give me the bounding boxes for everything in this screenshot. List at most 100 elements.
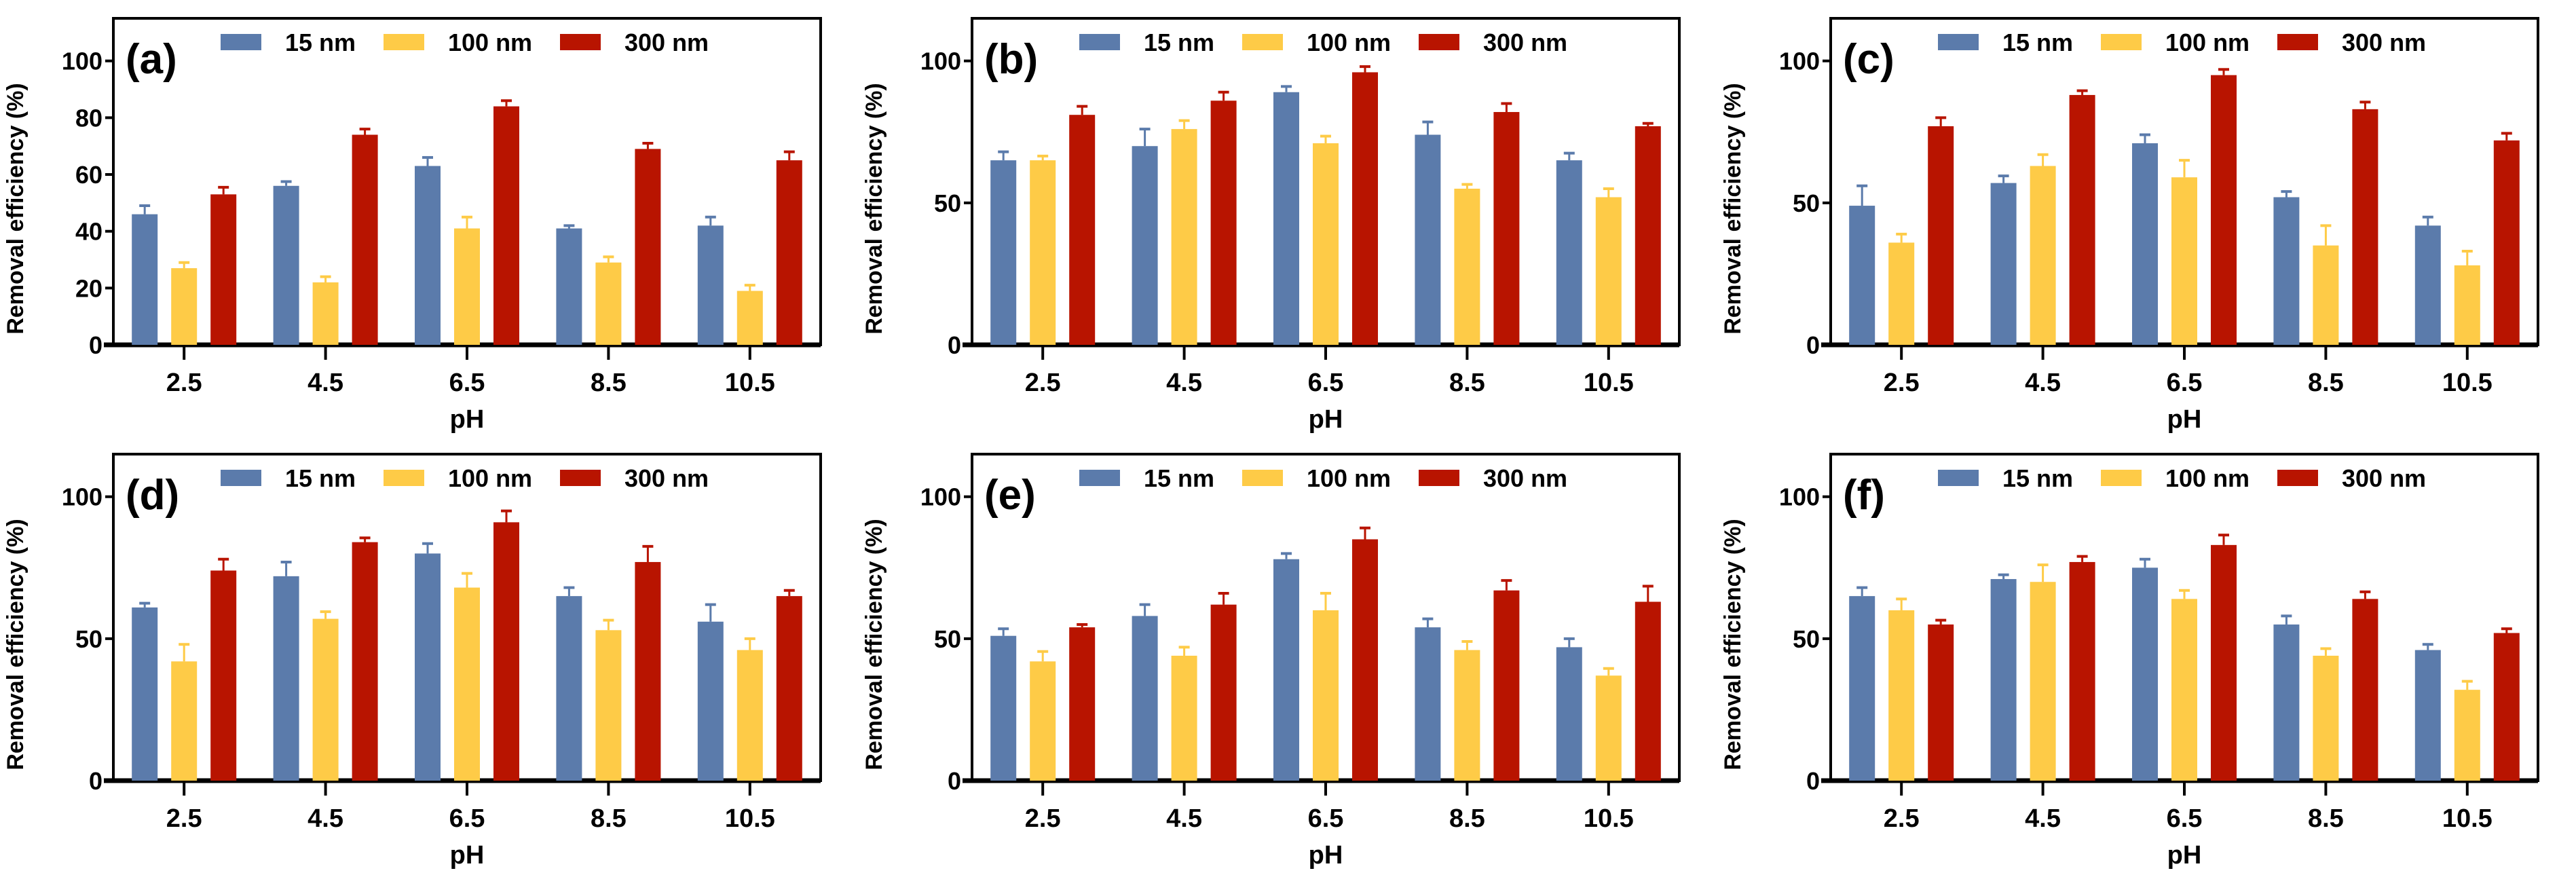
bar-300-nm — [352, 134, 378, 346]
legend-label: 300 nm — [2342, 29, 2426, 56]
x-tick-label: 2.5 — [1025, 804, 1061, 833]
bar-300-nm — [776, 160, 802, 345]
x-tick-label: 6.5 — [2167, 804, 2203, 833]
x-tick-label: 4.5 — [2025, 804, 2061, 833]
chart-panel-d: 0 50 100 Removal efficiency (%) 2.5 4.5 6.5 8.5… — [0, 436, 859, 872]
bar-15-nm — [2414, 225, 2441, 345]
bar-100-nm — [736, 291, 763, 345]
bar-100-nm — [736, 650, 763, 781]
chart-svg: 0 20 40 60 80 100 Removal efficiency (%) 2.5 4.5… — [3, 17, 822, 434]
bar-100-nm — [2171, 599, 2197, 781]
y-axis-label: Removal efficiency (%) — [3, 83, 29, 334]
bar-15-nm — [132, 607, 158, 781]
x-tick-label: 4.5 — [1166, 804, 1202, 833]
y-tick-label: 20 — [75, 274, 102, 302]
y-axis-label: Removal efficiency (%) — [3, 519, 29, 770]
y-tick-label: 100 — [1779, 483, 1820, 511]
x-tick-label: 6.5 — [449, 369, 485, 397]
bar-300-nm — [1069, 115, 1096, 346]
bar-15-nm — [697, 621, 724, 781]
bar-100-nm — [2454, 690, 2480, 781]
bar-300-nm — [2352, 599, 2378, 781]
x-tick-label: 4.5 — [307, 804, 343, 833]
bar-300-nm — [2211, 75, 2237, 346]
bar-15-nm — [1132, 146, 1158, 345]
legend-label: 100 nm — [1307, 464, 1391, 492]
x-tick-label: 4.5 — [307, 369, 343, 397]
bar-15-nm — [132, 214, 158, 345]
bar-15-nm — [1273, 92, 1299, 345]
x-tick-label: 10.5 — [725, 369, 775, 397]
y-tick-label: 80 — [75, 104, 102, 132]
bar-15-nm — [990, 635, 1017, 781]
y-tick-label: 0 — [1806, 331, 1820, 359]
x-tick-label: 2.5 — [1025, 369, 1061, 397]
bar-100-nm — [1171, 655, 1197, 781]
legend-label: 300 nm — [624, 29, 709, 56]
x-tick-label: 8.5 — [1449, 369, 1485, 397]
bar-15-nm — [1132, 616, 1158, 781]
bar-15-nm — [1415, 627, 1441, 781]
legend-swatch — [221, 34, 261, 50]
legend-label: 100 nm — [448, 464, 532, 492]
bar-100-nm — [312, 618, 339, 781]
bar-100-nm — [2313, 655, 2339, 781]
y-tick-label: 100 — [62, 48, 102, 75]
x-axis-label: pH — [2167, 405, 2202, 434]
legend-label: 15 nm — [285, 464, 356, 492]
bar-15-nm — [556, 596, 582, 781]
x-axis-label: pH — [1309, 405, 1343, 434]
y-axis-label: Removal efficiency (%) — [1720, 83, 1746, 334]
legend-label: 100 nm — [2165, 464, 2250, 492]
bar-300-nm — [1493, 590, 1520, 781]
legend-swatch — [560, 470, 601, 486]
x-tick-label: 4.5 — [2025, 369, 2061, 397]
y-tick-label: 0 — [89, 331, 102, 359]
bar-300-nm — [1635, 601, 1661, 781]
bar-100-nm — [2030, 582, 2056, 781]
y-tick-label: 40 — [75, 218, 102, 246]
x-tick-label: 8.5 — [2308, 804, 2344, 833]
bar-300-nm — [1069, 627, 1096, 781]
bar-15-nm — [1556, 647, 1582, 781]
y-tick-label: 50 — [75, 625, 102, 653]
legend-swatch — [2277, 470, 2318, 486]
x-tick-label: 6.5 — [2167, 369, 2203, 397]
legend-swatch — [560, 34, 601, 50]
bar-100-nm — [2454, 265, 2480, 345]
y-axis-label: Removal efficiency (%) — [861, 83, 887, 334]
chart-panel-c: 0 50 100 Removal efficiency (%) 2.5 4.5 6.5 8.5… — [1717, 0, 2576, 436]
legend-swatch — [2101, 470, 2142, 486]
legend-swatch — [1079, 470, 1120, 486]
legend-swatch — [2101, 34, 2142, 50]
legend-swatch — [384, 34, 424, 50]
bar-100-nm — [1454, 650, 1480, 781]
bar-100-nm — [1030, 160, 1056, 345]
bar-100-nm — [1595, 197, 1622, 345]
legend-label: 300 nm — [1483, 29, 1567, 56]
bar-15-nm — [990, 160, 1017, 345]
legend-label: 100 nm — [448, 29, 532, 56]
x-tick-label: 8.5 — [591, 369, 627, 397]
y-axis-label: Removal efficiency (%) — [1720, 519, 1746, 770]
y-tick-label: 50 — [1793, 625, 1820, 653]
chart-svg: 0 50 100 Removal efficiency (%) 2.5 4.5 6.5 8.5… — [861, 453, 1681, 870]
bar-300-nm — [635, 561, 661, 781]
bar-300-nm — [2352, 109, 2378, 345]
bar-100-nm — [2030, 166, 2056, 345]
y-tick-label: 100 — [920, 48, 961, 75]
bar-15-nm — [273, 185, 299, 345]
x-tick-label: 2.5 — [1884, 804, 1920, 833]
legend-swatch — [1079, 34, 1120, 50]
x-tick-label: 8.5 — [591, 804, 627, 833]
bar-15-nm — [1849, 596, 1875, 781]
chart-panel-e: 0 50 100 Removal efficiency (%) 2.5 4.5 6.5 8.5… — [859, 436, 1717, 872]
bar-15-nm — [2132, 567, 2158, 781]
bar-100-nm — [1171, 129, 1197, 345]
bar-15-nm — [1273, 559, 1299, 781]
y-tick-label: 100 — [62, 483, 102, 511]
bar-15-nm — [2132, 143, 2158, 345]
legend-label: 100 nm — [1307, 29, 1391, 56]
y-tick-label: 50 — [1793, 189, 1820, 217]
